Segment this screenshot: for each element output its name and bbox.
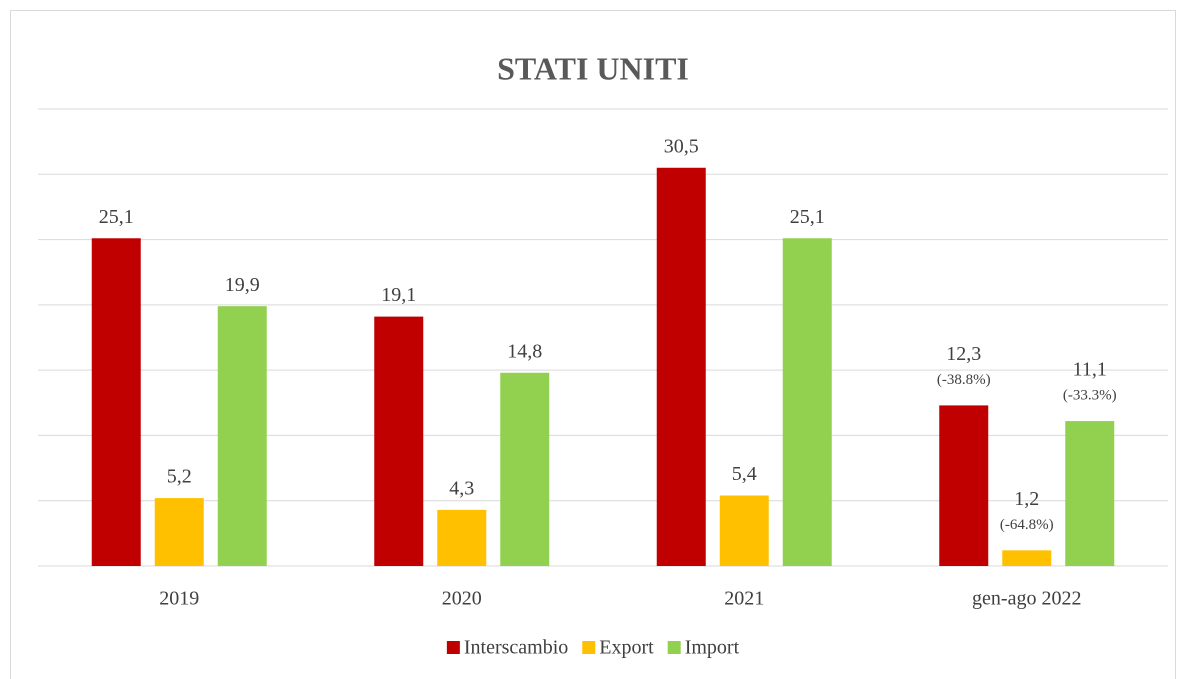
bar xyxy=(154,498,204,566)
legend-swatch xyxy=(446,641,460,654)
value-label: 4,3 xyxy=(449,477,474,499)
value-label: 5,2 xyxy=(167,466,192,488)
x-tick-label: gen-ago 2022 xyxy=(972,588,1081,610)
x-tick-label: 2019 xyxy=(159,588,199,610)
value-note: (-38.8%) xyxy=(937,372,991,388)
value-label: 14,8 xyxy=(507,340,542,362)
value-label: 11,1 xyxy=(1073,359,1107,381)
x-tick-label: 2021 xyxy=(724,588,764,610)
value-note: (-33.3%) xyxy=(1063,388,1117,404)
legend-label: Import xyxy=(685,637,740,659)
bar xyxy=(1002,550,1052,566)
legend-label: Interscambio xyxy=(464,637,568,659)
value-label: 5,4 xyxy=(732,463,757,485)
legend-swatch xyxy=(667,641,681,654)
bar xyxy=(500,372,550,566)
bar xyxy=(782,238,832,566)
bar xyxy=(374,316,424,566)
bar xyxy=(939,405,989,566)
x-tick-label: 2020 xyxy=(442,588,482,610)
value-label: 30,5 xyxy=(664,135,699,157)
chart-title: STATI UNITI xyxy=(497,50,689,86)
value-label: 1,2 xyxy=(1014,488,1039,510)
bar xyxy=(719,495,769,566)
value-label: 25,1 xyxy=(99,206,134,228)
value-label: 19,9 xyxy=(225,274,260,296)
bar xyxy=(217,306,267,566)
value-label: 19,1 xyxy=(381,284,416,306)
value-label: 12,3 xyxy=(946,343,981,365)
chart-frame xyxy=(10,10,1176,679)
bar xyxy=(437,509,487,566)
legend-label: Export xyxy=(599,637,654,659)
bar xyxy=(91,238,141,566)
bar xyxy=(1065,421,1115,566)
bar xyxy=(656,167,706,566)
value-label: 25,1 xyxy=(790,206,825,228)
value-note: (-64.8%) xyxy=(1000,517,1054,533)
legend-swatch xyxy=(582,641,596,654)
